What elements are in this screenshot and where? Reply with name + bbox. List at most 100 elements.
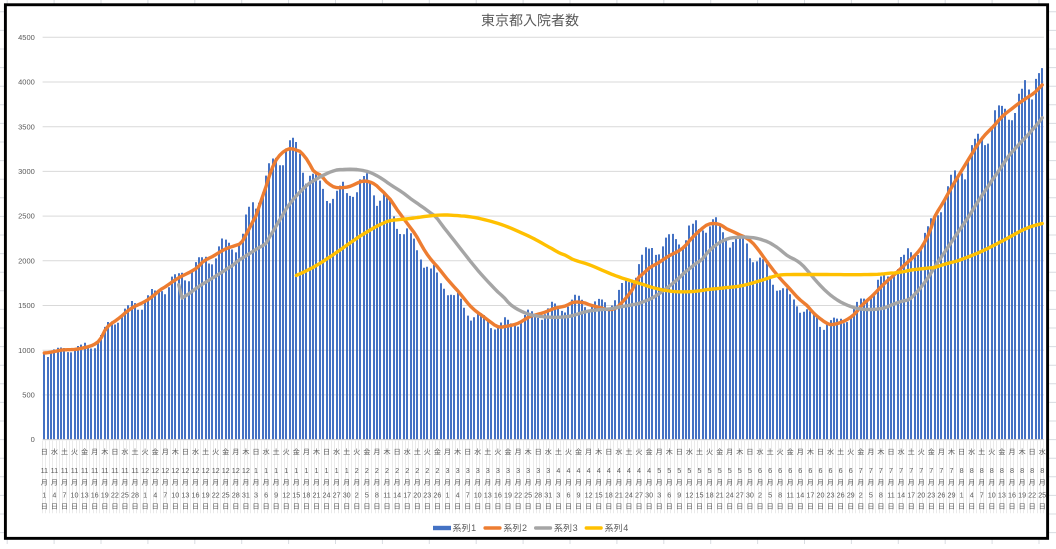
svg-text:1: 1 bbox=[274, 466, 278, 475]
svg-text:1: 1 bbox=[446, 490, 450, 499]
svg-text:23: 23 bbox=[827, 490, 835, 499]
svg-text:13: 13 bbox=[81, 490, 89, 499]
svg-text:8: 8 bbox=[879, 490, 883, 499]
svg-text:26: 26 bbox=[837, 490, 845, 499]
svg-text:7: 7 bbox=[939, 466, 943, 475]
svg-text:6: 6 bbox=[788, 466, 792, 475]
svg-text:16: 16 bbox=[494, 490, 502, 499]
svg-text:7: 7 bbox=[859, 466, 863, 475]
svg-text:11: 11 bbox=[383, 490, 390, 499]
svg-text:4500: 4500 bbox=[18, 33, 35, 42]
svg-text:11: 11 bbox=[887, 490, 894, 499]
svg-text:3: 3 bbox=[486, 466, 490, 475]
svg-text:1: 1 bbox=[284, 466, 288, 475]
svg-text:2500: 2500 bbox=[18, 212, 35, 221]
svg-text:23: 23 bbox=[423, 490, 431, 499]
svg-text:11: 11 bbox=[51, 466, 58, 475]
svg-text:12: 12 bbox=[212, 466, 220, 475]
svg-text:4000: 4000 bbox=[18, 78, 35, 87]
svg-text:8: 8 bbox=[990, 466, 994, 475]
svg-text:1: 1 bbox=[315, 466, 319, 475]
svg-text:10: 10 bbox=[171, 490, 179, 499]
svg-text:4: 4 bbox=[577, 466, 581, 475]
svg-text:22: 22 bbox=[514, 490, 522, 499]
svg-text:8: 8 bbox=[960, 466, 964, 475]
svg-text:14: 14 bbox=[796, 490, 804, 499]
svg-text:3: 3 bbox=[573, 523, 578, 533]
svg-text:2: 2 bbox=[405, 466, 409, 475]
svg-text:22: 22 bbox=[111, 490, 119, 499]
svg-text:1: 1 bbox=[335, 466, 339, 475]
svg-text:31: 31 bbox=[544, 490, 552, 499]
svg-text:13: 13 bbox=[181, 490, 189, 499]
svg-text:500: 500 bbox=[22, 391, 35, 400]
svg-text:3: 3 bbox=[506, 466, 510, 475]
svg-text:8: 8 bbox=[980, 466, 984, 475]
svg-text:1: 1 bbox=[304, 466, 308, 475]
svg-text:4: 4 bbox=[153, 490, 157, 499]
svg-text:2: 2 bbox=[365, 466, 369, 475]
svg-text:24: 24 bbox=[726, 490, 734, 499]
svg-text:5: 5 bbox=[365, 490, 369, 499]
svg-text:12: 12 bbox=[171, 466, 179, 475]
svg-text:11: 11 bbox=[101, 466, 108, 475]
svg-text:8: 8 bbox=[1000, 466, 1004, 475]
svg-text:3: 3 bbox=[657, 490, 661, 499]
svg-text:5: 5 bbox=[718, 466, 722, 475]
svg-text:29: 29 bbox=[948, 490, 956, 499]
svg-text:7: 7 bbox=[466, 490, 470, 499]
svg-text:12: 12 bbox=[232, 466, 240, 475]
svg-text:2: 2 bbox=[385, 466, 389, 475]
svg-text:15: 15 bbox=[292, 490, 300, 499]
svg-text:18: 18 bbox=[605, 490, 613, 499]
svg-text:24: 24 bbox=[625, 490, 633, 499]
svg-text:3: 3 bbox=[526, 466, 530, 475]
svg-text:1: 1 bbox=[325, 466, 329, 475]
svg-text:11: 11 bbox=[121, 466, 128, 475]
svg-text:4: 4 bbox=[456, 490, 460, 499]
svg-text:16: 16 bbox=[1008, 490, 1016, 499]
svg-text:23: 23 bbox=[927, 490, 935, 499]
svg-text:15: 15 bbox=[595, 490, 603, 499]
svg-text:8: 8 bbox=[1030, 466, 1034, 475]
svg-text:18: 18 bbox=[302, 490, 310, 499]
svg-text:31: 31 bbox=[242, 490, 250, 499]
svg-text:30: 30 bbox=[343, 490, 351, 499]
svg-text:10: 10 bbox=[988, 490, 996, 499]
svg-text:8: 8 bbox=[375, 490, 379, 499]
svg-text:7: 7 bbox=[980, 490, 984, 499]
svg-text:4: 4 bbox=[597, 466, 601, 475]
svg-text:19: 19 bbox=[101, 490, 109, 499]
svg-text:6: 6 bbox=[819, 466, 823, 475]
svg-text:2: 2 bbox=[395, 466, 399, 475]
svg-text:20: 20 bbox=[413, 490, 421, 499]
svg-text:30: 30 bbox=[746, 490, 754, 499]
svg-text:26: 26 bbox=[937, 490, 945, 499]
svg-text:12: 12 bbox=[282, 490, 290, 499]
svg-text:4: 4 bbox=[623, 523, 628, 533]
svg-text:6: 6 bbox=[758, 466, 762, 475]
svg-text:7: 7 bbox=[909, 466, 913, 475]
svg-text:4: 4 bbox=[52, 490, 56, 499]
svg-text:12: 12 bbox=[685, 490, 693, 499]
svg-text:7: 7 bbox=[889, 466, 893, 475]
svg-text:12: 12 bbox=[192, 466, 200, 475]
svg-text:2: 2 bbox=[355, 466, 359, 475]
svg-text:12: 12 bbox=[242, 466, 250, 475]
svg-text:2: 2 bbox=[425, 466, 429, 475]
svg-text:16: 16 bbox=[91, 490, 99, 499]
svg-text:26: 26 bbox=[433, 490, 441, 499]
svg-text:6: 6 bbox=[667, 490, 671, 499]
svg-text:7: 7 bbox=[63, 490, 67, 499]
svg-text:19: 19 bbox=[504, 490, 512, 499]
svg-text:29: 29 bbox=[847, 490, 855, 499]
svg-text:25: 25 bbox=[524, 490, 532, 499]
svg-text:17: 17 bbox=[907, 490, 915, 499]
svg-text:24: 24 bbox=[323, 490, 331, 499]
svg-text:4: 4 bbox=[607, 466, 611, 475]
svg-text:28: 28 bbox=[534, 490, 542, 499]
svg-text:2: 2 bbox=[435, 466, 439, 475]
svg-text:5: 5 bbox=[667, 466, 671, 475]
svg-text:3: 3 bbox=[516, 466, 520, 475]
svg-text:14: 14 bbox=[897, 490, 905, 499]
